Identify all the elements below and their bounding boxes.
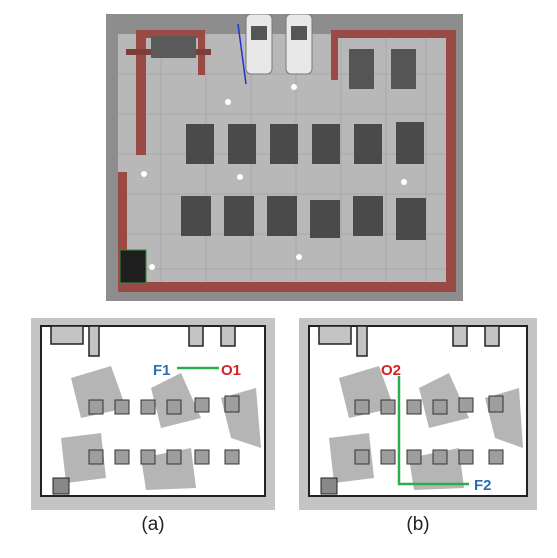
map-obstacles — [88, 395, 240, 465]
map-dumpster — [52, 477, 70, 495]
path-line — [397, 376, 469, 486]
obstacle-row-upper — [186, 122, 424, 164]
map-unknown-patches — [329, 366, 523, 490]
caption-a: (a) — [141, 514, 165, 535]
caption-b: (b) — [406, 514, 430, 535]
obstacle-row-lower — [181, 196, 426, 240]
label-o2: O2 — [381, 362, 401, 379]
label-f1: F1 — [153, 362, 171, 379]
people — [141, 84, 407, 270]
shelf-block — [151, 36, 196, 58]
parked-cars — [237, 14, 313, 85]
map-panel-a: F1 O1 — [31, 318, 275, 510]
map-dumpster — [320, 477, 338, 495]
map-top-notches — [318, 325, 500, 357]
map-top-notches — [50, 325, 236, 357]
label-o1: O1 — [221, 362, 241, 379]
simulation-view — [106, 14, 463, 301]
map-panel-b: O2 F2 — [299, 318, 537, 510]
top-right-blocks — [349, 49, 416, 89]
map-obstacles — [354, 395, 504, 465]
dumpster — [119, 249, 147, 284]
label-f2: F2 — [474, 477, 492, 494]
